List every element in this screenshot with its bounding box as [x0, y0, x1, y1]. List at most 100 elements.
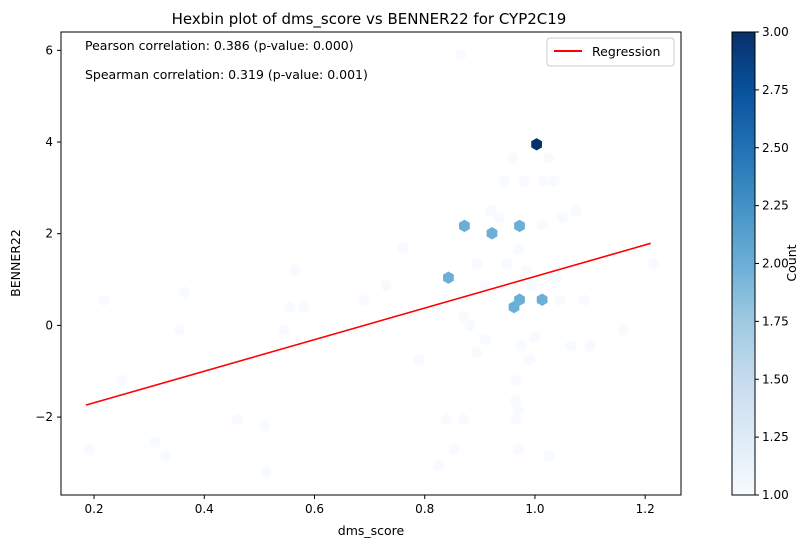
- hexbin-cell: [443, 271, 454, 284]
- hexbin-cell: [570, 204, 582, 217]
- colorbar-tick-label: 1.50: [762, 372, 789, 386]
- legend-regression-label: Regression: [592, 44, 660, 59]
- hexbin-cell: [448, 442, 460, 456]
- colorbar-label: Count: [784, 244, 799, 281]
- x-tick-label: 0.8: [415, 502, 434, 516]
- hexbin-cell: [529, 330, 541, 344]
- hexbin-cell: [441, 413, 453, 426]
- hexbin-cell: [433, 459, 444, 472]
- chart-title: Hexbin plot of dms_score vs BENNER22 for…: [172, 10, 567, 29]
- hexbin-cell: [493, 211, 505, 224]
- y-tick-label: 6: [45, 43, 53, 57]
- spearman-annotation: Spearman correlation: 0.319 (p-value: 0.…: [85, 67, 368, 82]
- hexbin-cell: [174, 323, 185, 337]
- y-tick-label: 2: [45, 227, 53, 241]
- hexbin-cell: [260, 465, 272, 479]
- hexbin-cell: [521, 264, 533, 277]
- hexbin-cell: [510, 413, 522, 426]
- hexbin-cell: [278, 323, 290, 337]
- legend: Regression: [546, 37, 675, 67]
- x-tick-label: 0.4: [195, 502, 214, 516]
- hexbin-cell: [289, 264, 301, 277]
- hexbin-cell: [548, 174, 560, 188]
- colorbar-tick-label: 2.00: [762, 257, 789, 271]
- hexbin-cell: [231, 413, 243, 426]
- hexbin-cell: [513, 442, 524, 456]
- hexbin-cell: [514, 219, 525, 233]
- hexbin-cell: [259, 420, 271, 433]
- hexbin-cell: [543, 151, 555, 165]
- colorbar-tick-label: 1.00: [762, 488, 789, 502]
- hexbin-cell: [160, 449, 172, 463]
- regression-line: [85, 242, 651, 406]
- hexbin-cell: [358, 293, 370, 307]
- hexbin-cell: [537, 174, 549, 188]
- axes-frame: [60, 31, 682, 496]
- annotations: Pearson correlation: 0.386 (p-value: 0.0…: [85, 38, 368, 82]
- pearson-annotation: Pearson correlation: 0.386 (p-value: 0.0…: [85, 38, 354, 53]
- hexbin-cell: [397, 241, 409, 254]
- hexbin-cell: [84, 443, 96, 457]
- hexbin-cell: [507, 151, 519, 165]
- x-axis-label: dms_score: [338, 523, 405, 538]
- hexbin-cell: [479, 279, 491, 292]
- regression-layer: [85, 242, 651, 406]
- colorbar-gradient: [731, 31, 756, 496]
- hexbin-cell: [457, 310, 469, 323]
- colorbar-tick-label: 2.25: [762, 199, 789, 213]
- hexbin-cell: [502, 257, 513, 270]
- colorbar-ticks: 1.00 1.25 1.50 1.75 2.00 2.25 2.50 2.75 3.00: [755, 25, 789, 502]
- hexbin-cell: [471, 257, 483, 270]
- hexbin-cell: [179, 286, 191, 299]
- hexbin-cell: [459, 219, 470, 233]
- y-axis: −2 0 2 4 6: [35, 43, 61, 424]
- hexbin-cell: [464, 319, 476, 332]
- colorbar-tick-label: 2.75: [762, 83, 789, 97]
- hexbin-cell: [648, 257, 659, 270]
- hexbin-cell: [551, 271, 563, 284]
- hexbin-cell: [457, 413, 469, 426]
- hexbin-cell: [471, 346, 483, 360]
- hexbin-cell: [543, 449, 555, 463]
- x-tick-label: 1.2: [636, 502, 655, 516]
- hexbin-cell: [510, 374, 522, 387]
- hexbin-cell: [298, 300, 309, 314]
- hexbin-cell: [380, 279, 392, 292]
- hexbin-cell: [413, 353, 425, 366]
- x-tick-label: 0.2: [85, 502, 104, 516]
- hexbin-cell: [98, 293, 110, 307]
- y-tick-label: −2: [35, 410, 53, 424]
- hexbin-cell: [565, 339, 577, 353]
- hexbin-cell: [486, 227, 498, 240]
- colorbar-tick-label: 3.00: [762, 25, 789, 39]
- hexbin-cell: [536, 293, 548, 306]
- plot-area: [60, 31, 682, 496]
- hexbin-cell: [515, 339, 527, 353]
- colorbar-tick-label: 1.75: [762, 314, 789, 328]
- hexbin-cell: [149, 436, 161, 449]
- hexbin-cell: [524, 353, 535, 366]
- hexbin-cell: [499, 174, 511, 188]
- colorbar: 1.00 1.25 1.50 1.75 2.00 2.25 2.50 2.75 3.00 Cou…: [731, 25, 799, 502]
- hexbin-cell: [479, 332, 491, 346]
- y-tick-label: 0: [45, 318, 53, 332]
- hexbin-cell: [508, 300, 520, 314]
- y-tick-label: 4: [45, 135, 53, 149]
- hexbin-cell: [557, 211, 568, 224]
- x-axis: 0.2 0.4 0.6 0.8 1.0 1.2: [85, 495, 655, 516]
- x-tick-label: 1.0: [525, 502, 544, 516]
- hexbin-cells: [84, 48, 659, 479]
- hexbin-cell: [284, 300, 296, 314]
- hexbin-cell: [554, 293, 566, 307]
- hexbin-cell: [531, 138, 542, 151]
- hexbin-cell: [579, 293, 590, 307]
- hexbin-cell: [526, 279, 538, 292]
- x-tick-label: 0.6: [305, 502, 324, 516]
- colorbar-tick-label: 2.50: [762, 141, 789, 155]
- legend-box: [546, 37, 675, 67]
- y-axis-label: BENNER22: [8, 229, 23, 297]
- hexbin-cell: [455, 48, 466, 62]
- hexbin-cell: [617, 323, 629, 337]
- hexbin-cell: [485, 204, 497, 217]
